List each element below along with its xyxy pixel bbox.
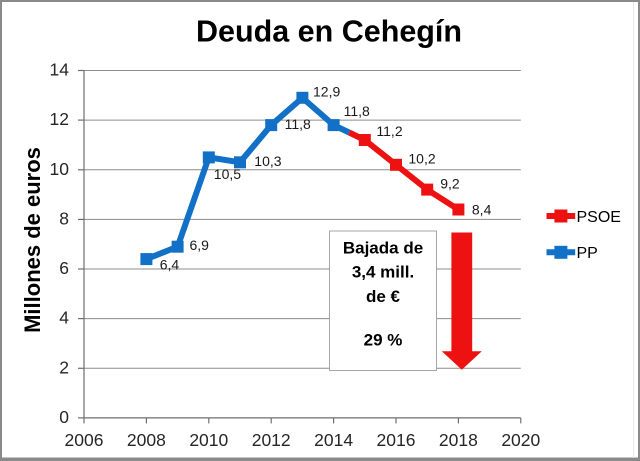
- svg-text:PSOE: PSOE: [577, 209, 621, 226]
- svg-text:2014: 2014: [314, 430, 353, 450]
- svg-text:11,8: 11,8: [344, 103, 370, 119]
- svg-text:2016: 2016: [377, 430, 416, 450]
- svg-text:14: 14: [50, 60, 70, 80]
- svg-text:8,4: 8,4: [472, 202, 492, 218]
- svg-text:10: 10: [50, 159, 70, 179]
- svg-text:PP: PP: [577, 245, 598, 262]
- svg-text:2: 2: [59, 357, 69, 377]
- svg-text:10,5: 10,5: [214, 166, 241, 182]
- svg-text:11,8: 11,8: [285, 116, 311, 132]
- svg-text:6: 6: [59, 258, 69, 278]
- svg-text:3,4 mill.: 3,4 mill.: [352, 263, 414, 282]
- svg-text:10,2: 10,2: [408, 150, 435, 166]
- svg-text:11,2: 11,2: [376, 123, 402, 139]
- svg-text:2018: 2018: [439, 430, 478, 450]
- svg-text:10,3: 10,3: [254, 153, 281, 169]
- svg-text:8: 8: [59, 208, 69, 228]
- svg-text:0: 0: [59, 407, 69, 427]
- svg-text:2006: 2006: [65, 430, 104, 450]
- svg-text:9,2: 9,2: [440, 176, 460, 192]
- svg-text:Deuda en Cehegín: Deuda en Cehegín: [196, 15, 462, 49]
- svg-text:de €: de €: [366, 287, 401, 306]
- svg-text:12: 12: [50, 109, 69, 129]
- svg-text:29 %: 29 %: [364, 331, 403, 350]
- svg-text:2020: 2020: [501, 430, 540, 450]
- svg-text:2010: 2010: [189, 430, 228, 450]
- svg-text:12,9: 12,9: [313, 84, 340, 100]
- svg-text:2012: 2012: [252, 430, 291, 450]
- svg-text:Bajada de: Bajada de: [343, 238, 423, 257]
- svg-text:4: 4: [59, 308, 69, 328]
- svg-text:6,4: 6,4: [160, 257, 180, 273]
- svg-text:2008: 2008: [127, 430, 166, 450]
- svg-text:6,9: 6,9: [190, 237, 210, 253]
- svg-text:Millones de euros: Millones de euros: [20, 147, 45, 333]
